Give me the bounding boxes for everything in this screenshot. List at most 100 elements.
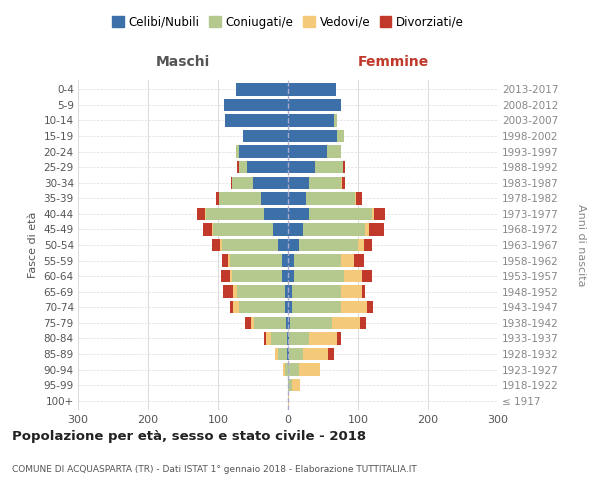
Bar [342, 176, 346, 189]
Bar [288, 348, 289, 360]
Bar [263, 208, 288, 220]
Bar [232, 270, 283, 282]
Bar [288, 161, 314, 173]
Bar [341, 301, 367, 314]
Bar [288, 223, 304, 235]
Bar [288, 316, 290, 329]
Bar [233, 286, 237, 298]
Bar [239, 146, 288, 158]
Bar [337, 130, 344, 142]
Bar [206, 208, 263, 220]
Bar [314, 161, 343, 173]
Bar [304, 223, 365, 235]
Bar [343, 161, 345, 173]
Bar [254, 316, 286, 329]
Bar [304, 348, 328, 360]
Bar [221, 270, 230, 282]
Bar [341, 254, 354, 267]
Bar [222, 254, 228, 267]
Bar [358, 239, 364, 251]
Bar [364, 239, 372, 251]
Bar [271, 332, 287, 344]
Bar [288, 146, 326, 158]
Bar [305, 192, 355, 204]
Bar [288, 379, 292, 392]
Bar [367, 301, 373, 314]
Bar [309, 208, 372, 220]
Bar [292, 301, 341, 314]
Bar [233, 301, 239, 314]
Bar [262, 192, 288, 204]
Bar [288, 239, 299, 251]
Text: Maschi: Maschi [156, 55, 210, 69]
Legend: Celibi/Nubili, Coniugati/e, Vedovi/e, Divorziati/e: Celibi/Nubili, Coniugati/e, Vedovi/e, Di… [107, 11, 469, 34]
Bar [286, 316, 288, 329]
Bar [232, 176, 253, 189]
Bar [361, 286, 365, 298]
Bar [245, 316, 251, 329]
Bar [288, 208, 309, 220]
Bar [251, 316, 254, 329]
Bar [230, 301, 233, 314]
Bar [230, 254, 283, 267]
Bar [283, 270, 288, 282]
Bar [224, 98, 288, 111]
Bar [230, 270, 232, 282]
Bar [361, 270, 372, 282]
Bar [309, 176, 341, 189]
Y-axis label: Fasce di età: Fasce di età [28, 212, 38, 278]
Bar [288, 301, 292, 314]
Bar [239, 161, 247, 173]
Bar [289, 332, 309, 344]
Bar [275, 348, 278, 360]
Bar [344, 270, 361, 282]
Bar [205, 208, 206, 220]
Bar [293, 254, 341, 267]
Bar [235, 83, 288, 96]
Bar [213, 223, 272, 235]
Bar [334, 114, 337, 126]
Text: COMUNE DI ACQUASPARTA (TR) - Dati ISTAT 1° gennaio 2018 - Elaborazione TUTTITALI: COMUNE DI ACQUASPARTA (TR) - Dati ISTAT … [12, 465, 417, 474]
Bar [216, 192, 220, 204]
Bar [341, 176, 342, 189]
Bar [288, 254, 293, 267]
Bar [235, 146, 239, 158]
Bar [288, 394, 289, 407]
Bar [220, 239, 221, 251]
Bar [287, 332, 288, 344]
Text: Popolazione per età, sesso e stato civile - 2018: Popolazione per età, sesso e stato civil… [12, 430, 366, 443]
Bar [223, 286, 233, 298]
Bar [289, 348, 304, 360]
Bar [278, 348, 287, 360]
Bar [228, 254, 230, 267]
Bar [355, 192, 356, 204]
Bar [272, 223, 288, 235]
Bar [203, 223, 212, 235]
Bar [288, 176, 309, 189]
Bar [221, 239, 277, 251]
Bar [337, 332, 341, 344]
Bar [264, 332, 266, 344]
Bar [332, 316, 360, 329]
Bar [288, 114, 334, 126]
Bar [283, 254, 288, 267]
Bar [212, 223, 213, 235]
Bar [237, 161, 239, 173]
Bar [309, 332, 337, 344]
Bar [288, 270, 293, 282]
Bar [356, 192, 361, 204]
Bar [230, 176, 232, 189]
Bar [197, 208, 205, 220]
Bar [299, 364, 320, 376]
Bar [326, 146, 341, 158]
Bar [290, 316, 332, 329]
Bar [212, 239, 220, 251]
Bar [225, 114, 288, 126]
Bar [288, 192, 305, 204]
Bar [288, 286, 292, 298]
Bar [293, 270, 344, 282]
Bar [341, 286, 361, 298]
Bar [287, 348, 288, 360]
Bar [328, 348, 334, 360]
Bar [239, 301, 284, 314]
